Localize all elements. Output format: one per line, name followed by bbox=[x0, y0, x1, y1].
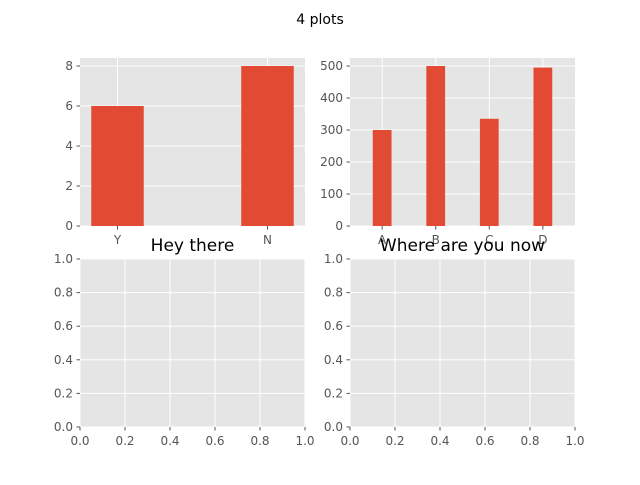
x-tick-label: 1.0 bbox=[295, 434, 314, 448]
figure-suptitle: 4 plots bbox=[296, 12, 343, 28]
x-tick-label: Y bbox=[113, 233, 122, 247]
y-tick-label: 1.0 bbox=[54, 252, 73, 266]
plot-area bbox=[80, 259, 305, 427]
y-tick-label: 500 bbox=[320, 59, 343, 73]
x-tick-label: 0.8 bbox=[250, 434, 269, 448]
bar-n bbox=[241, 66, 294, 226]
x-tick-label: B bbox=[432, 233, 440, 247]
x-tick-label: 0.0 bbox=[340, 434, 359, 448]
bar-d bbox=[533, 67, 553, 226]
x-tick-label: C bbox=[485, 233, 493, 247]
y-tick-label: 400 bbox=[320, 91, 343, 105]
y-tick-label: 0.2 bbox=[54, 386, 73, 400]
x-tick-label: 0.0 bbox=[70, 434, 89, 448]
y-tick-label: 100 bbox=[320, 187, 343, 201]
x-tick-label: N bbox=[263, 233, 272, 247]
y-tick-label: 200 bbox=[320, 155, 343, 169]
y-tick-label: 0.0 bbox=[324, 420, 343, 434]
y-tick-label: 0 bbox=[335, 219, 343, 233]
x-tick-label: 0.4 bbox=[430, 434, 449, 448]
y-tick-label: 4 bbox=[65, 139, 73, 153]
y-tick-label: 0.4 bbox=[324, 353, 343, 367]
x-tick-label: 0.4 bbox=[160, 434, 179, 448]
bar-c bbox=[479, 118, 499, 226]
x-tick-label: A bbox=[378, 233, 387, 247]
y-tick-label: 0.6 bbox=[54, 319, 73, 333]
x-tick-label: 0.6 bbox=[205, 434, 224, 448]
y-tick-label: 0.6 bbox=[324, 319, 343, 333]
subplot-yes-no-bars: Y N 0 2 4 6 8 bbox=[65, 58, 305, 247]
x-tick-label: 0.2 bbox=[385, 434, 404, 448]
subplot-abcd-bars: A B C D 0 100 200 300 400 500 bbox=[320, 58, 575, 247]
bar-y bbox=[91, 106, 144, 226]
x-tick-label: 0.2 bbox=[115, 434, 134, 448]
y-tick-label: 8 bbox=[65, 59, 73, 73]
subplot-where-are-you-now: 0.0 0.2 0.4 0.6 0.8 1.0 0.0 0.2 0.4 0.6 0.8 1.0 Wher… bbox=[324, 236, 585, 448]
x-tick-label: 0.6 bbox=[475, 434, 494, 448]
y-tick-label: 0.8 bbox=[324, 286, 343, 300]
y-tick-label: 0.0 bbox=[54, 420, 73, 434]
y-tick-label: 0.4 bbox=[54, 353, 73, 367]
x-tick-label: 1.0 bbox=[565, 434, 584, 448]
y-tick-label: 6 bbox=[65, 99, 73, 113]
y-tick-label: 0.8 bbox=[54, 286, 73, 300]
y-tick-label: 0 bbox=[65, 219, 73, 233]
subplot-title: Where are you now bbox=[380, 236, 545, 256]
y-tick-label: 300 bbox=[320, 123, 343, 137]
subplot-hey-there: 0.0 0.2 0.4 0.6 0.8 1.0 0.0 0.2 0.4 0.6 0.8 1.0 Hey … bbox=[54, 236, 315, 448]
y-tick-label: 2 bbox=[65, 179, 73, 193]
plot-area bbox=[350, 259, 575, 427]
bar-b bbox=[426, 66, 446, 226]
x-tick-label: D bbox=[538, 233, 547, 247]
y-tick-label: 1.0 bbox=[324, 252, 343, 266]
x-tick-label: 0.8 bbox=[520, 434, 539, 448]
y-tick-label: 0.2 bbox=[324, 386, 343, 400]
subplot-title: Hey there bbox=[151, 236, 235, 256]
bar-a bbox=[372, 130, 392, 226]
